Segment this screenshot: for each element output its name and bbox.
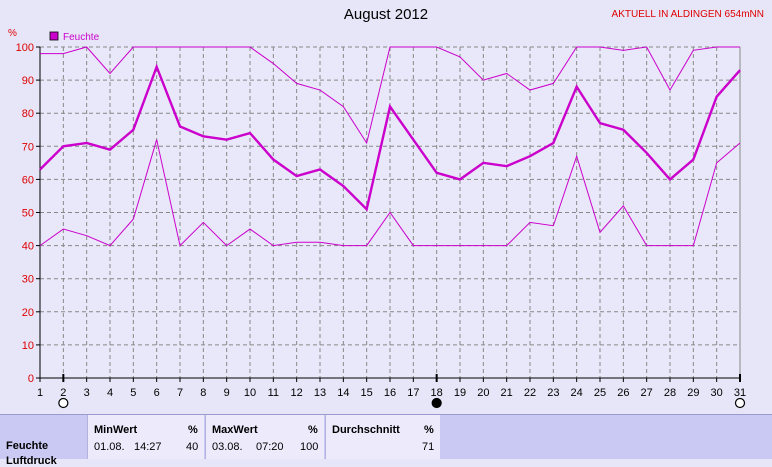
x-tick-label: 8 — [200, 387, 206, 399]
y-tick-label: 100 — [16, 42, 34, 54]
x-tick-label: 22 — [524, 387, 536, 399]
legend-swatch — [49, 31, 59, 41]
full-moon-icon — [734, 397, 746, 409]
x-tick-label: 2 — [60, 387, 66, 399]
y-tick-label: 80 — [22, 108, 34, 120]
x-tick-label: 11 — [268, 387, 279, 399]
avg-cell: Durchschnitt % 71 — [325, 415, 440, 459]
series-line-min — [39, 139, 741, 247]
y-tick-label: 10 — [22, 340, 34, 352]
x-tick-label: 26 — [617, 387, 629, 399]
y-tick-label: 20 — [22, 307, 34, 319]
x-tick-label: 23 — [547, 387, 559, 399]
chart-title: August 2012 — [343, 6, 429, 23]
y-tick-label: 40 — [22, 241, 34, 253]
y-tick-label: 0 — [28, 373, 34, 385]
series-line-mean — [39, 63, 741, 212]
x-tick-label: 3 — [84, 387, 90, 399]
stats-row-label: Feuchte — [6, 440, 49, 452]
x-tick-label: 19 — [454, 387, 466, 399]
x-tick-label: 21 — [501, 387, 513, 399]
avg-unit: % — [424, 424, 434, 436]
min-value: 40 — [186, 441, 199, 453]
x-tick-label: 14 — [337, 387, 349, 399]
max-unit: % — [308, 424, 318, 436]
min-unit: % — [188, 424, 198, 436]
y-tick-label: 70 — [22, 141, 34, 153]
x-tick-label: 12 — [291, 387, 303, 399]
station-label: AKTUELL IN ALDINGEN 654mNN — [611, 9, 764, 20]
min-cell: MinWert % 01.08. 14:27 40 — [87, 415, 204, 459]
min-header: MinWert — [94, 424, 138, 436]
x-tick-label: 18 — [431, 387, 443, 399]
min-date: 01.08. — [94, 441, 125, 453]
y-tick-label: 90 — [22, 75, 34, 87]
x-tick-label: 4 — [107, 387, 113, 399]
stats-row-label-2: Luftdruck — [6, 455, 57, 467]
x-tick-label: 6 — [154, 387, 160, 399]
max-header: MaxWert — [212, 424, 258, 436]
y-axis-label: % — [8, 28, 17, 39]
max-date: 03.08. — [212, 441, 243, 453]
x-tick-label: 5 — [130, 387, 136, 399]
x-tick-label: 30 — [711, 387, 723, 399]
x-tick-label: 13 — [314, 387, 326, 399]
x-tick-label: 20 — [477, 387, 489, 399]
legend-label: Feuchte — [63, 32, 100, 43]
x-tick-label: 27 — [641, 387, 653, 399]
x-tick-label: 16 — [384, 387, 396, 399]
x-tick-label: 1 — [37, 387, 43, 399]
x-tick-label: 31 — [734, 387, 746, 399]
series-line-max — [40, 46, 740, 145]
stats-table: Feuchte Luftdruck MinWert % 01.08. 14:27… — [0, 414, 772, 467]
y-tick-label: 50 — [22, 208, 34, 220]
x-tick-label: 15 — [361, 387, 373, 399]
max-cell: MaxWert % 03.08. 07:20 100 — [205, 415, 324, 459]
humidity-chart: 1 2 3 4 5 6 7 8 9 10 11 12 13 14 15 16 17 18 19 20 21 22 23 24 2… — [8, 28, 746, 409]
avg-header: Durchschnitt — [332, 424, 400, 436]
y-tick-label: 30 — [22, 274, 34, 286]
x-tick-label: 17 — [407, 387, 419, 399]
max-value: 100 — [300, 441, 319, 453]
min-time: 14:27 — [134, 441, 162, 453]
avg-value: 71 — [422, 441, 435, 453]
x-tick-label: 28 — [664, 387, 676, 399]
full-moon-icon — [58, 397, 69, 409]
max-time: 07:20 — [256, 441, 284, 453]
x-tick-label: 7 — [177, 387, 183, 399]
new-moon-icon — [431, 397, 442, 409]
x-tick-label: 25 — [594, 387, 606, 399]
x-tick-label: 29 — [687, 387, 699, 399]
x-tick-label: 24 — [571, 387, 583, 399]
x-tick-label: 9 — [224, 387, 230, 399]
y-tick-label: 60 — [22, 174, 34, 186]
x-tick-label: 10 — [244, 387, 256, 399]
